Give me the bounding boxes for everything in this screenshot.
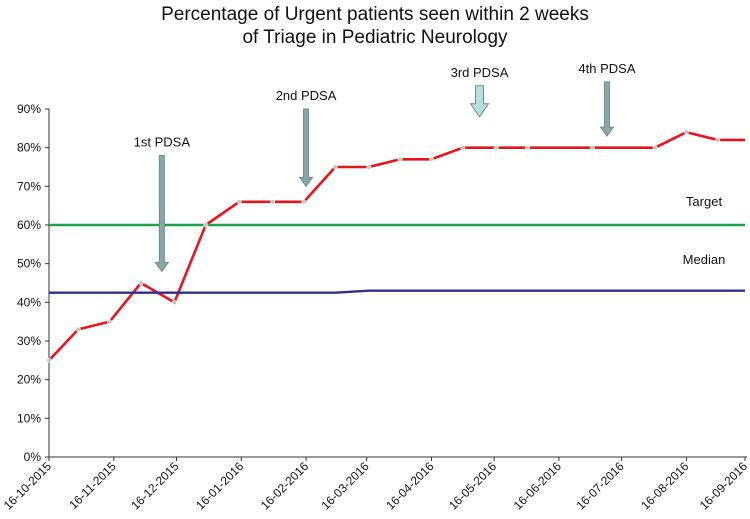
pdsa-arrow: [599, 81, 615, 137]
data-point: [236, 199, 242, 205]
x-tick-label: 16-05-2016: [446, 459, 500, 513]
x-tick-label: 16-01-2016: [193, 459, 247, 513]
series-line-median: [49, 289, 745, 294]
data-point: [683, 129, 689, 135]
x-tick-label: 16-12-2015: [128, 459, 182, 513]
data-point: [301, 199, 307, 205]
y-tick-label: 80%: [17, 141, 41, 155]
pdsa-label: 4th PDSA: [578, 61, 635, 76]
x-tick-label: 16-04-2016: [383, 459, 437, 513]
pdsa-label: 3rd PDSA: [451, 65, 509, 80]
data-point: [715, 137, 721, 143]
pdsa-arrow: [469, 85, 490, 118]
x-tick-label: 16-02-2016: [258, 459, 312, 513]
data-point: [332, 164, 338, 170]
y-tick-label: 40%: [17, 295, 41, 309]
x-tick-label: 16-10-2015: [1, 459, 55, 513]
data-point: [493, 145, 499, 151]
x-tick-label: 16-06-2016: [511, 459, 565, 513]
annotation-target: Target: [686, 194, 723, 209]
x-tick-label: 16-03-2016: [318, 459, 372, 513]
data-point: [203, 222, 209, 228]
pdsa-arrow: [298, 108, 314, 188]
data-point: [460, 145, 466, 151]
x-tick-label: 16-11-2015: [66, 459, 119, 512]
data-point: [270, 199, 276, 205]
data-point: [366, 164, 372, 170]
data-point: [138, 280, 144, 286]
data-point: [107, 319, 113, 325]
pdsa-label: 2nd PDSA: [276, 88, 337, 103]
y-tick-label: 10%: [17, 411, 41, 425]
data-point: [428, 156, 434, 162]
y-tick-label: 0%: [24, 450, 42, 464]
data-point: [525, 145, 531, 151]
series-line-percentage-seen-within-2-weeks: [48, 130, 745, 362]
x-tick-label: 16-07-2016: [573, 459, 627, 513]
chart-title-line2: of Triage in Pediatric Neurology: [242, 27, 508, 48]
y-tick-label: 70%: [17, 179, 41, 193]
data-point: [46, 357, 52, 363]
data-point: [171, 299, 177, 305]
chart-title-line1: Percentage of Urgent patients seen withi…: [161, 4, 589, 25]
y-tick-label: 90%: [17, 102, 41, 116]
data-point: [397, 156, 403, 162]
pdsa-arrow: [154, 154, 170, 273]
y-tick-label: 60%: [17, 218, 41, 232]
y-tick-label: 20%: [17, 373, 41, 387]
data-point: [652, 145, 658, 151]
y-tick-label: 30%: [17, 334, 41, 348]
data-point: [75, 326, 81, 332]
data-point: [589, 145, 595, 151]
annotation-median: Median: [683, 252, 726, 267]
pdsa-label: 1st PDSA: [134, 134, 191, 149]
x-tick-label: 16-08-2016: [638, 459, 692, 513]
x-tick-label: 16-09-2016: [697, 459, 750, 513]
y-tick-label: 50%: [17, 257, 41, 271]
